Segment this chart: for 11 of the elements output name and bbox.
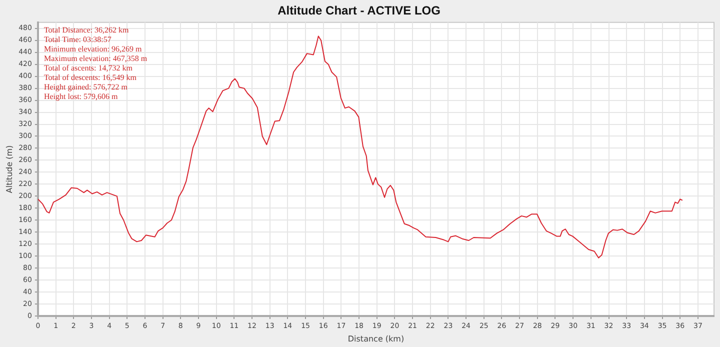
x-axis-title: Distance (km): [348, 334, 404, 344]
annotation: Maximum elevation: 467,358 m: [44, 54, 148, 63]
annotation: Total of descents: 16,549 km: [44, 72, 138, 82]
annotation: Total of ascents: 14,732 km: [44, 63, 134, 72]
annotation: Height lost: 579,606 m: [44, 92, 119, 101]
y-axis-title: Altitude (m): [4, 145, 14, 194]
annotation: Total Distance: 36,262 km: [44, 25, 130, 34]
annotation: Total Time: 03:38:57: [44, 34, 112, 44]
chart-title: Altitude Chart - ACTIVE LOG: [278, 4, 440, 18]
annotation: Height gained: 576,722 m: [44, 82, 128, 92]
annotation: Minimum elevation: 96,269 m: [44, 44, 143, 54]
